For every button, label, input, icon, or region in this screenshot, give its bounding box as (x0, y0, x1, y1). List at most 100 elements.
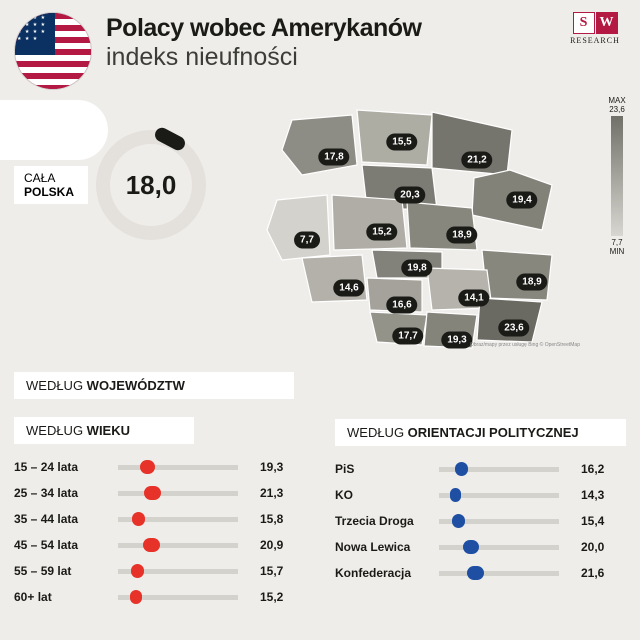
scale-min-label: MIN (602, 247, 632, 256)
donut-chart: 18,0 (96, 130, 206, 240)
row-track (439, 545, 559, 550)
map-value-pill: 18,9 (516, 274, 547, 291)
data-row: Nowa Lewica 20,0 (335, 534, 626, 560)
data-row: Konfederacja 21,6 (335, 560, 626, 586)
data-row: 55 – 59 lat 15,7 (14, 558, 305, 584)
row-dot (144, 486, 161, 500)
political-column: WEDŁUG ORIENTACJI POLITYCZNEJ PiS 16,2 KO 1… (335, 407, 626, 610)
header: Polacy wobec Amerykanów indeks nieufnośc… (0, 0, 640, 94)
map-value-pill: 18,9 (446, 227, 477, 244)
row-value: 15,4 (581, 514, 604, 528)
section-political: WEDŁUG ORIENTACJI POLITYCZNEJ (335, 419, 626, 446)
row-dot (131, 564, 143, 578)
map-value-pill: 19,4 (506, 192, 537, 209)
row-label: 15 – 24 lata (14, 460, 118, 474)
title-main: Polacy wobec Amerykanów (106, 14, 550, 43)
scale-bar (611, 116, 623, 236)
row-label: 55 – 59 lat (14, 564, 118, 578)
row-value: 21,3 (260, 486, 283, 500)
row-value: 14,3 (581, 488, 604, 502)
row-value: 19,3 (260, 460, 283, 474)
row-value: 21,6 (581, 566, 604, 580)
map-region (282, 115, 357, 175)
map-value-pill: 20,3 (394, 187, 425, 204)
row-track (439, 519, 559, 524)
row-label: 45 – 54 lata (14, 538, 118, 552)
data-row: 15 – 24 lata 19,3 (14, 454, 305, 480)
row-dot (130, 590, 142, 604)
map-attribution: Obraz/mapy przez usługę Bing © OpenStree… (470, 342, 580, 348)
row-dot (467, 566, 484, 580)
total-label-line1: CAŁA (24, 171, 55, 185)
row-dot (452, 514, 464, 528)
data-row: PiS 16,2 (335, 456, 626, 482)
map-value-pill: 7,7 (294, 232, 320, 249)
row-value: 15,2 (260, 590, 283, 604)
map-value-pill: 14,1 (458, 290, 489, 307)
row-value: 20,0 (581, 540, 604, 554)
map-value-pill: 14,6 (333, 280, 364, 297)
logo-text: RESEARCH (564, 36, 626, 45)
row-value: 16,2 (581, 462, 604, 476)
curve-decor (0, 100, 108, 160)
row-track (439, 467, 559, 472)
map-region (267, 195, 330, 260)
sw-research-logo: S W RESEARCH (564, 12, 626, 45)
data-row: KO 14,3 (335, 482, 626, 508)
row-label: PiS (335, 462, 439, 476)
row-track (118, 569, 238, 574)
row-label: Trzecia Droga (335, 514, 439, 528)
map-value-pill: 19,8 (401, 260, 432, 277)
row-label: 60+ lat (14, 590, 118, 604)
row-track (118, 465, 238, 470)
total-label: CAŁA POLSKA (14, 166, 88, 205)
row-track (118, 543, 238, 548)
data-row: 60+ lat 15,2 (14, 584, 305, 610)
row-track (118, 595, 238, 600)
map-value-pill: 17,8 (318, 149, 349, 166)
row-dot (132, 512, 145, 526)
data-row: 25 – 34 lata 21,3 (14, 480, 305, 506)
map-region (332, 195, 407, 250)
data-row: 45 – 54 lata 20,9 (14, 532, 305, 558)
row-track (439, 571, 559, 576)
title-sub: indeks nieufności (106, 43, 550, 72)
donut-value: 18,0 (96, 130, 206, 240)
row-track (439, 493, 559, 498)
map-value-pill: 16,6 (386, 297, 417, 314)
section-wojewodztw: WEDŁUG WOJEWÓDZTW (14, 372, 294, 399)
row-track (118, 491, 238, 496)
us-flag-icon (14, 12, 92, 90)
scale-legend: MAX 23,6 7,7 MIN (602, 96, 632, 256)
row-dot (455, 462, 468, 476)
map-value-pill: 17,7 (392, 328, 423, 345)
row-dot (450, 488, 462, 502)
logo-s: S (573, 12, 595, 34)
title-block: Polacy wobec Amerykanów indeks nieufnośc… (106, 12, 550, 72)
row-value: 15,8 (260, 512, 283, 526)
map-value-pill: 19,3 (441, 332, 472, 349)
section-wieku: WEDŁUG WIEKU (14, 417, 194, 444)
row-label: Konfederacja (335, 566, 439, 580)
scale-min-value: 7,7 (602, 238, 632, 247)
row-dot (143, 538, 159, 552)
row-label: 35 – 44 lata (14, 512, 118, 526)
age-column: WEDŁUG WIEKU 15 – 24 lata 19,3 25 – 34 lat… (14, 407, 305, 610)
row-dot (140, 460, 155, 474)
total-label-line2: POLSKA (24, 185, 74, 199)
row-value: 15,7 (260, 564, 283, 578)
row-value: 20,9 (260, 538, 283, 552)
poland-map: 17,8 15,5 21,2 20,3 19,4 7,7 15,2 18,9 19,8 14,6 1… (252, 100, 626, 360)
map-value-pill: 23,6 (498, 320, 529, 337)
row-dot (463, 540, 479, 554)
map-value-pill: 15,5 (386, 134, 417, 151)
row-label: Nowa Lewica (335, 540, 439, 554)
row-label: 25 – 34 lata (14, 486, 118, 500)
map-value-pill: 15,2 (366, 224, 397, 241)
logo-w: W (596, 12, 618, 34)
row-label: KO (335, 488, 439, 502)
row-track (118, 517, 238, 522)
scale-max-label: MAX (602, 96, 632, 105)
map-value-pill: 21,2 (461, 152, 492, 169)
data-row: 35 – 44 lata 15,8 (14, 506, 305, 532)
